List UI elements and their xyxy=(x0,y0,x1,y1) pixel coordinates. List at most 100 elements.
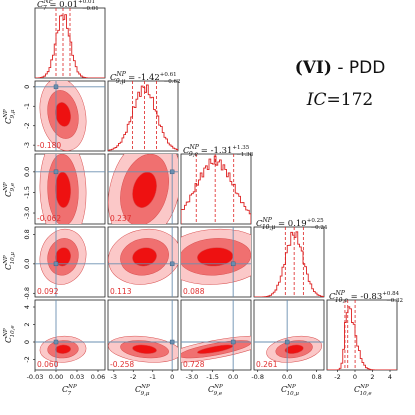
x-axis-label-1: CNP 9,μ xyxy=(135,384,150,397)
x-tick-label: -2 xyxy=(334,373,340,381)
y-tick-label: 0.8 xyxy=(23,229,31,239)
panel-frame xyxy=(180,153,252,225)
x-tick-label: 0.03 xyxy=(70,373,84,381)
correlation-label: 0.088 xyxy=(183,287,205,296)
histogram-0 xyxy=(35,14,105,78)
panel-title-0: CNP 7 = 0.01+0.01 −0.01 xyxy=(37,0,99,12)
correlation-label: -0.062 xyxy=(37,214,61,223)
y-tick-label: 2 xyxy=(23,322,31,326)
panel-1-0: -0.180 -3 -2 -1 0 CNP9,μ xyxy=(3,80,106,152)
model-roman: (VI) xyxy=(294,58,332,78)
y-axis-label-2: CNP9,e xyxy=(3,182,16,197)
contour-1sigma xyxy=(132,344,157,354)
y-tick-label: 0.0 xyxy=(23,167,31,177)
model-title: (VI) - PDD xyxy=(270,58,410,78)
sm-point xyxy=(169,261,175,267)
y-tick-label: 4 xyxy=(23,305,31,309)
panel-2-1: 0.237 xyxy=(107,153,179,225)
x-tick-label: -2 xyxy=(130,373,136,381)
panel-3-0: 0.092 -0.8 0.0 0.8 CNP10,μ xyxy=(3,226,106,300)
contour-1sigma xyxy=(132,247,157,267)
correlation-label: 0.261 xyxy=(256,360,278,369)
panel-4-3: 0.261 -0.8 0.0 0.8 CNP 10,μ xyxy=(251,299,325,397)
x-tick-label: 0.06 xyxy=(91,373,105,381)
sm-point xyxy=(230,261,236,267)
panel-0-0: CNP 7 = 0.01+0.01 −0.01 xyxy=(34,0,106,79)
panel-4-1: -0.258 -3 -2 -1 0 CNP 9,μ xyxy=(107,299,179,397)
correlation-label: -0.258 xyxy=(110,360,134,369)
y-tick-label: 0.0 xyxy=(23,259,31,269)
panel-1-1: CNP 9,μ = -1.42+0.61 −0.62 xyxy=(107,71,180,152)
ic-label: IC xyxy=(306,90,327,110)
panel-4-0: 0.060 -0.03 0.00 0.03 0.06 CNP 7 -2 0 2 4 CNP10,e xyxy=(3,299,106,397)
x-tick-label: -3 xyxy=(111,373,117,381)
histogram-3 xyxy=(254,231,324,297)
x-tick-label: 0.0 xyxy=(228,373,238,381)
y-tick-label: 0 xyxy=(23,340,31,344)
sm-point xyxy=(53,339,59,345)
correlation-label: 0.728 xyxy=(183,360,205,369)
y-tick-label: -2 xyxy=(23,356,31,362)
x-tick-label: -3.0 xyxy=(186,373,199,381)
y-axis-label-1: CNP9,μ xyxy=(3,109,16,124)
correlation-label: 0.113 xyxy=(110,287,132,296)
x-tick-label: 0.00 xyxy=(49,373,63,381)
x-axis-label-0: CNP 7 xyxy=(62,384,77,397)
y-tick-label: -2 xyxy=(23,122,31,128)
x-tick-label: 0.8 xyxy=(311,373,321,381)
correlation-label: 0.237 xyxy=(110,214,132,223)
correlation-label: -0.180 xyxy=(37,141,61,150)
x-axis-label-2: CNP 9,e xyxy=(208,384,223,397)
histogram-4 xyxy=(327,306,397,370)
sm-point xyxy=(169,339,175,345)
panel-title-3: CNP 10,μ = 0.19+0.25 −0.24 xyxy=(256,217,328,231)
x-axis-label-3: CNP 10,μ xyxy=(281,384,299,397)
correlation-label: 0.092 xyxy=(37,287,59,296)
y-axis-label-3: CNP10,μ xyxy=(3,252,16,270)
x-tick-label: 0 xyxy=(353,373,357,381)
x-tick-label: -0.8 xyxy=(251,373,264,381)
ic-value: IC=172 xyxy=(270,90,410,110)
x-tick-label: 4 xyxy=(388,373,392,381)
model-scheme: - PDD xyxy=(331,58,386,78)
sm-point xyxy=(230,339,236,345)
y-tick-label: -1.5 xyxy=(23,186,31,199)
histogram-1 xyxy=(108,84,178,151)
x-axis-label-4: CNP 10,e xyxy=(354,384,372,397)
x-tick-label: 0 xyxy=(170,373,174,381)
panel-4-4: CNP 10,e = -0.83+0.84 −0.32 -2 0 2 4 CNP 10,e xyxy=(326,290,403,397)
y-axis-label-4: CNP10,e xyxy=(3,325,16,343)
histogram-2 xyxy=(181,155,251,224)
x-tick-label: 0.0 xyxy=(282,373,292,381)
panel-4-2: 0.728 -3.0 -1.5 0.0 CNP 9,e xyxy=(180,299,252,397)
y-tick-label: -0.8 xyxy=(23,287,31,300)
panel-3-3: CNP 10,μ = 0.19+0.25 −0.24 xyxy=(253,217,328,298)
sm-point xyxy=(53,261,59,267)
panel-title-1: CNP 9,μ = -1.42+0.61 −0.62 xyxy=(110,71,180,85)
panel-title-4: CNP 10,e = -0.83+0.84 −0.32 xyxy=(329,290,403,304)
ic-number: =172 xyxy=(326,90,374,110)
panel-3-1: 0.113 xyxy=(107,226,179,298)
panel-2-0: -0.062 -3.0 -1.5 0.0 CNP9,e xyxy=(3,153,106,225)
x-tick-label: 2 xyxy=(370,373,374,381)
x-tick-label: -1 xyxy=(149,373,155,381)
panel-frame xyxy=(253,226,325,298)
panel-title-2: CNP 9,e = -1.31+1.35 −1.38 xyxy=(183,144,254,158)
contour-1sigma xyxy=(55,344,71,354)
panel-3-2: 0.088 xyxy=(180,226,252,298)
sm-point xyxy=(53,169,59,175)
x-tick-label: -0.03 xyxy=(27,373,44,381)
y-tick-label: -3 xyxy=(23,142,31,148)
x-tick-label: -1.5 xyxy=(206,373,219,381)
correlation-label: 0.060 xyxy=(37,360,59,369)
sm-point xyxy=(284,339,290,345)
contour-1sigma xyxy=(284,344,304,354)
model-label: (VI) - PDD IC=172 xyxy=(270,58,410,110)
sm-point xyxy=(53,84,59,90)
panel-2-2: CNP 9,e = -1.31+1.35 −1.38 xyxy=(180,144,254,225)
y-tick-label: -3.0 xyxy=(23,207,31,220)
y-tick-label: 0 xyxy=(23,85,31,89)
y-tick-label: -1 xyxy=(23,103,31,109)
